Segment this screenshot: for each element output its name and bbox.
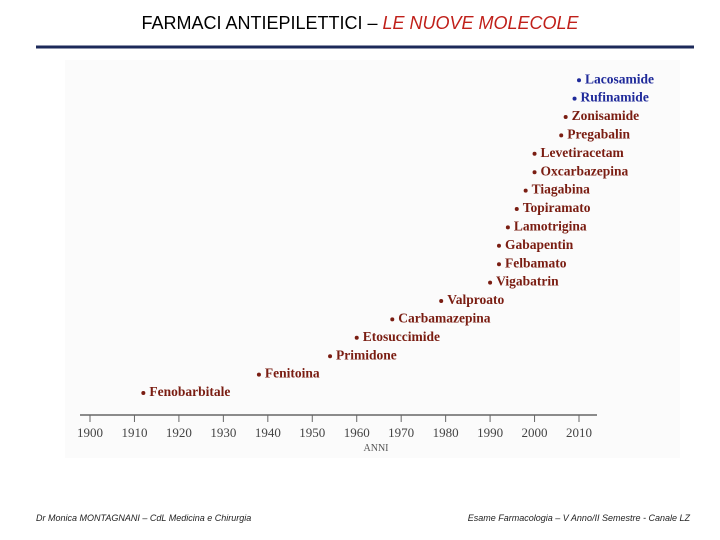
event-label: Zonisamide — [572, 108, 640, 123]
event-dot — [496, 243, 501, 248]
event-label: Felbamato — [505, 255, 567, 270]
event-label: Pregabalin — [567, 126, 630, 141]
event-dot — [439, 299, 444, 303]
event-dot — [354, 335, 359, 340]
event-dot — [256, 372, 261, 377]
event-label: Topiramato — [523, 200, 591, 215]
x-tick-label: 1930 — [210, 425, 236, 440]
x-tick-label: 1990 — [477, 425, 503, 440]
event-label: Fenitoina — [265, 366, 320, 381]
event-label: Lamotrigina — [514, 218, 587, 233]
slide-title: FARMACI ANTIEPILETTICI – LE NUOVE MOLECO… — [141, 13, 579, 33]
event-label: Valproato — [447, 292, 504, 307]
event-label: Lacosamide — [585, 71, 654, 86]
event-dot — [532, 151, 537, 156]
chart-bg — [65, 60, 680, 458]
x-tick-label: 1980 — [433, 425, 459, 440]
event-dot — [505, 225, 510, 230]
event-label: Carbamazepina — [398, 310, 490, 325]
x-tick-label: 1900 — [77, 425, 103, 440]
event-dot — [523, 188, 528, 193]
footer-right: Esame Farmacologia – V Anno/II Semestre … — [468, 513, 691, 523]
x-tick-label: 1920 — [166, 425, 192, 440]
x-tick-label: 1950 — [299, 425, 325, 440]
event-label: Rufinamide — [581, 90, 649, 105]
event-label: Primidone — [336, 347, 397, 362]
event-dot — [532, 170, 537, 175]
x-tick-label: 2000 — [522, 425, 548, 440]
event-dot — [577, 78, 581, 83]
event-dot — [141, 391, 146, 395]
footer-left: Dr Monica MONTAGNANI – CdL Medicina e Ch… — [36, 513, 251, 523]
event-label: Tiagabina — [532, 182, 591, 197]
event-label: Fenobarbitale — [149, 384, 230, 399]
title-highlight: LE NUOVE MOLECOLE — [383, 13, 580, 33]
event-label: Levetiracetam — [541, 145, 625, 160]
x-tick-label: 1940 — [255, 425, 281, 440]
event-dot — [328, 354, 333, 359]
event-label: Vigabatrin — [496, 274, 559, 289]
title-main: FARMACI ANTIEPILETTICI – — [141, 13, 382, 33]
x-tick-label: 1960 — [344, 425, 370, 440]
event-dot — [559, 133, 564, 138]
x-tick-label: 2010 — [566, 425, 592, 440]
event-dot — [390, 317, 395, 322]
event-label: Gabapentin — [505, 237, 574, 252]
event-dot — [563, 115, 568, 119]
event-dot — [488, 280, 493, 285]
event-label: Oxcarbazepina — [541, 163, 629, 178]
plot: 1900 1910 1920 1930 1940 1950 1960 1970 1980 1990… — [77, 71, 654, 440]
event-dot — [496, 262, 501, 267]
event-label: Etosuccimide — [363, 329, 440, 344]
x-axis-label: ANNI — [364, 443, 389, 454]
x-tick-label: 1970 — [388, 425, 414, 440]
x-tick-label: 1910 — [121, 425, 147, 440]
event-dot — [514, 207, 519, 211]
event-dot — [572, 96, 577, 101]
